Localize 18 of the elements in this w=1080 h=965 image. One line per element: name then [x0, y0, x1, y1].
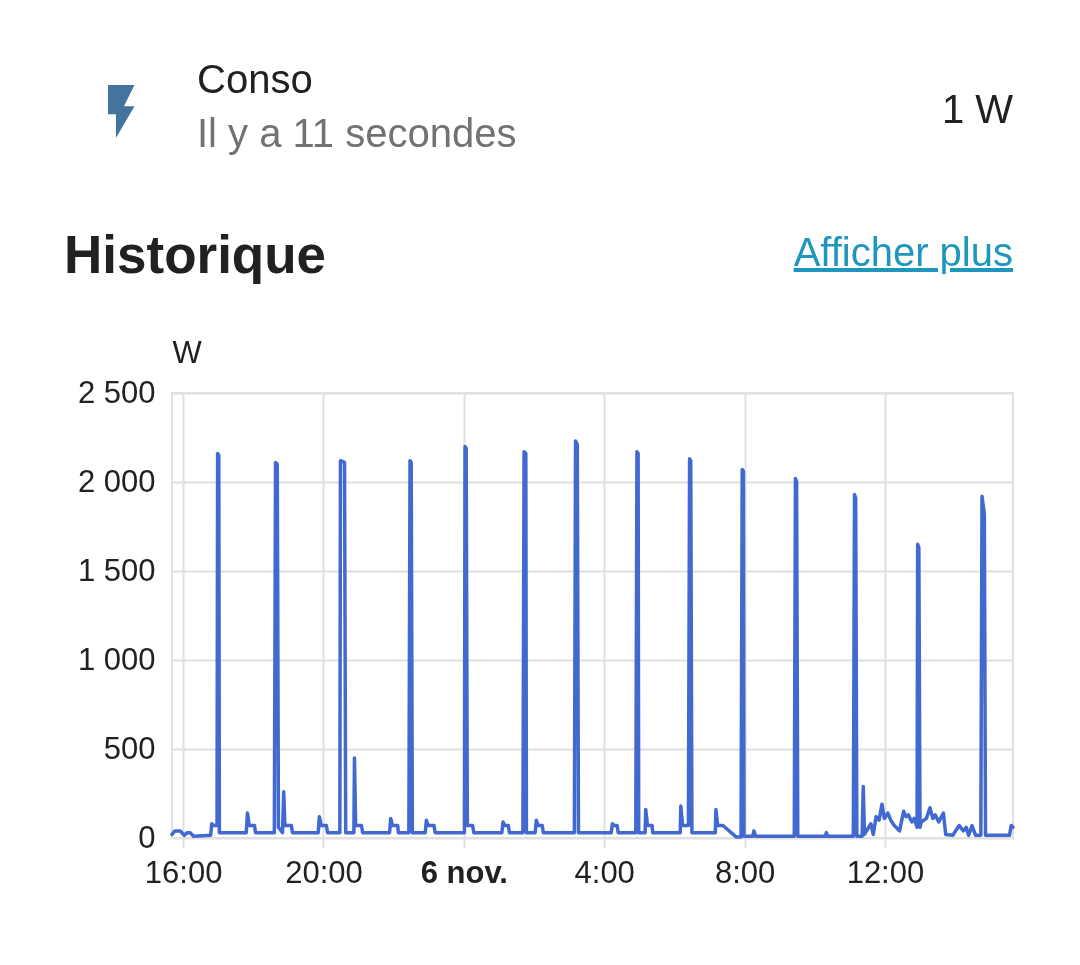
x-tick-label: 6 nov.: [420, 854, 508, 890]
text: Historique: [64, 225, 327, 284]
x-tick-label: 12:00: [846, 854, 925, 890]
y-tick-label: 2 500: [77, 374, 156, 410]
x-tick-label: 8:00: [714, 854, 776, 890]
y-tick-label: 1 500: [77, 552, 156, 588]
text: 1 W: [941, 87, 1013, 131]
x-tick-label: 4:00: [574, 854, 635, 890]
y-tick-label: 2 000: [77, 463, 156, 499]
y-tick-label: 1 000: [77, 641, 156, 677]
y-tick-label: 0: [138, 819, 156, 855]
chart-title: Conso: [197, 57, 313, 101]
y-tick-label: 500: [103, 730, 156, 766]
x-tick-label: 20:00: [285, 854, 363, 890]
y-axis-title: W: [172, 334, 203, 370]
text: Afficher plus: [793, 230, 1013, 274]
chart-subtitle: Il y a 11 secondes: [197, 111, 517, 155]
x-tick-label: 16:00: [144, 854, 223, 890]
